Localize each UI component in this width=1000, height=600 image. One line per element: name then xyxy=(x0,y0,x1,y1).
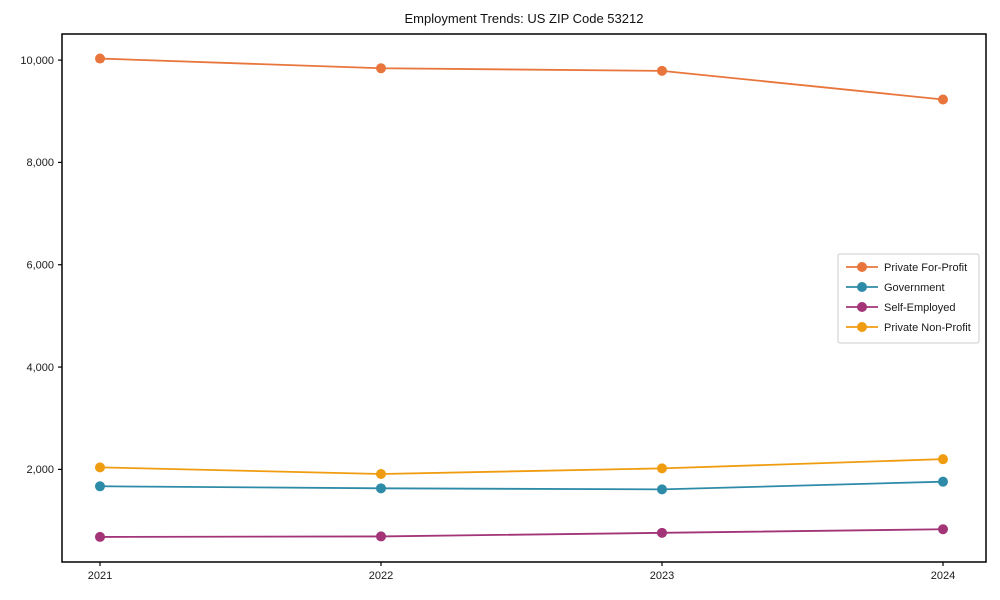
x-axis-tick-label: 2023 xyxy=(650,570,674,582)
data-point-private-for-profit xyxy=(95,53,105,64)
data-point-government xyxy=(938,476,948,487)
y-axis-tick-label: 6,000 xyxy=(26,260,54,272)
legend-marker xyxy=(857,322,867,332)
chart-title: Employment Trends: US ZIP Code 53212 xyxy=(404,11,644,26)
data-point-government xyxy=(376,483,386,494)
data-point-government xyxy=(657,484,667,495)
y-axis-tick-label: 4,000 xyxy=(26,362,54,374)
legend-marker xyxy=(857,282,867,292)
x-axis-tick-label: 2024 xyxy=(931,570,955,582)
plot-border xyxy=(61,33,987,563)
y-axis-tick-label: 2,000 xyxy=(26,464,54,476)
legend-label-government: Government xyxy=(884,282,945,294)
data-point-self-employed xyxy=(938,524,948,535)
legend-marker xyxy=(857,302,867,312)
series-line-private-non-profit xyxy=(99,458,944,475)
y-axis-tick-label: 10,000 xyxy=(20,55,54,67)
legend-marker xyxy=(857,262,867,272)
data-point-private-non-profit xyxy=(376,469,386,479)
series-line-government xyxy=(99,480,944,491)
data-point-private-for-profit xyxy=(938,94,948,105)
y-axis-tick-label: 8,000 xyxy=(26,157,54,169)
legend-label-private-for-profit: Private For-Profit xyxy=(884,262,967,274)
data-point-self-employed xyxy=(95,531,105,542)
legend xyxy=(837,253,980,344)
data-point-self-employed xyxy=(657,527,667,538)
series-line-private-for-profit xyxy=(99,57,944,101)
legend-label-self-employed: Self-Employed xyxy=(884,302,956,314)
data-point-self-employed xyxy=(376,531,386,542)
legend-label-private-non-profit: Private Non-Profit xyxy=(884,322,971,334)
data-point-private-for-profit xyxy=(376,63,386,74)
x-axis-tick-label: 2022 xyxy=(369,570,393,582)
data-point-private-non-profit xyxy=(95,462,105,473)
data-point-private-non-profit xyxy=(938,454,948,465)
data-point-private-non-profit xyxy=(657,463,667,474)
x-axis-tick-label: 2021 xyxy=(88,570,112,582)
series-line-self-employed xyxy=(99,528,944,538)
data-point-government xyxy=(95,481,105,492)
data-point-private-for-profit xyxy=(657,65,667,76)
